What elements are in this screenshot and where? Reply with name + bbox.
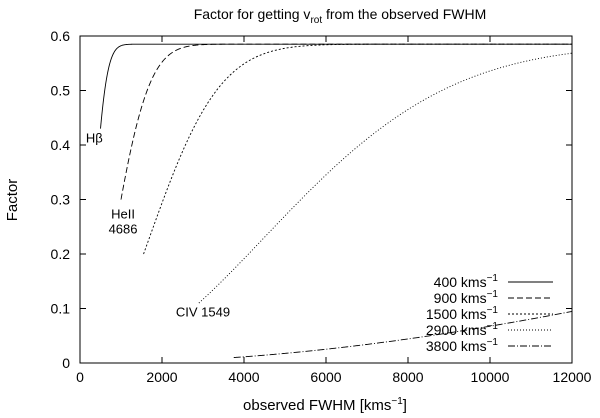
- y-tick-label: 0.1: [51, 301, 71, 317]
- x-axis-label-rest: ]: [403, 397, 407, 414]
- legend-label: 1500 kms−1: [426, 305, 499, 322]
- x-tick-label: 12000: [553, 369, 592, 385]
- y-axis-label: Factor: [4, 179, 21, 222]
- y-tick-label: 0: [62, 355, 70, 371]
- y-tick-label: 0.2: [51, 246, 71, 262]
- series-curves: [100, 43, 573, 358]
- x-tick-label: 6000: [310, 369, 341, 385]
- annotation-civ-1549: CIV 1549: [176, 305, 230, 320]
- y-tick-label: 0.6: [51, 28, 71, 44]
- series-line-1: [100, 43, 572, 129]
- annotation-hbeta: Hβ: [86, 130, 103, 145]
- chart-title-rest: from the observed FWHM: [322, 6, 486, 22]
- y-tick-label: 0.4: [51, 137, 71, 153]
- y-tick-label: 0.5: [51, 83, 71, 99]
- chart-title-main: Factor for getting v: [194, 6, 311, 22]
- series-line-5: [233, 310, 573, 358]
- x-tick-label: 10000: [471, 369, 510, 385]
- x-tick-label: 4000: [228, 369, 259, 385]
- x-tick-label: 8000: [392, 369, 423, 385]
- x-axis-label: observed FWHM [kms−1]: [243, 396, 407, 414]
- chart-title: Factor for getting vrot from the observe…: [194, 6, 487, 26]
- x-axis-label-main: observed FWHM [kms: [243, 397, 391, 414]
- annotations: Hβ HeII 4686 CIV 1549: [86, 130, 230, 319]
- x-axis-label-exp: −1: [391, 396, 403, 407]
- series-line-2: [120, 43, 572, 200]
- series-line-3: [143, 43, 572, 255]
- axis-ticks: 0 2000 4000 6000 8000 10000 12000 0 0.1 0.2 0.3 0.4…: [51, 28, 592, 385]
- legend-label: 900 kms−1: [434, 289, 499, 306]
- legend-label: 3800 kms−1: [426, 337, 499, 354]
- annotation-heii-4686: HeII 4686: [109, 207, 138, 237]
- x-tick-label: 0: [76, 369, 84, 385]
- plot-frame: [79, 35, 573, 364]
- x-tick-label: 2000: [146, 369, 177, 385]
- y-tick-label: 0.3: [51, 192, 71, 208]
- chart-title-sub: rot: [310, 15, 322, 26]
- series-line-4: [198, 52, 573, 304]
- legend-label: 400 kms−1: [434, 273, 499, 290]
- legend-label: 2900 kms−1: [426, 321, 499, 338]
